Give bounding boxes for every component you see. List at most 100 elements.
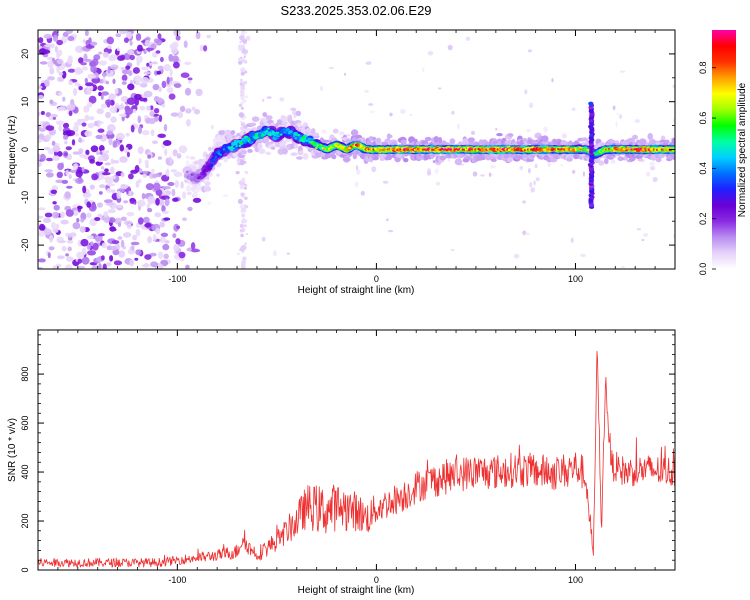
ridge-halo (331, 154, 337, 160)
ridge-mark (203, 168, 207, 172)
noise-blob (227, 30, 230, 33)
noise-blob (152, 234, 157, 242)
noise-blob (52, 201, 57, 205)
noise-blob (96, 202, 103, 208)
ridge-mark (240, 141, 243, 144)
noise-blob (55, 223, 60, 230)
ridge-feature (589, 152, 594, 156)
noise-blob (119, 113, 127, 118)
ridge-feature (589, 143, 594, 147)
ridge-halo (454, 158, 463, 166)
noise-blob (173, 243, 180, 252)
noise-blob (86, 201, 91, 208)
noise-blob (76, 265, 86, 269)
noise-blob (52, 211, 59, 219)
noise-blob (172, 197, 179, 202)
ridge-mark (307, 139, 310, 142)
noise-blob (129, 40, 133, 46)
noise-blob (78, 137, 82, 143)
noise-blob (244, 242, 248, 246)
noise-blob (245, 35, 251, 41)
noise-blob (55, 263, 62, 268)
noise-blob (38, 37, 44, 44)
noise-blob (62, 96, 66, 102)
ridge-halo (433, 136, 439, 143)
snr-plot-area (38, 330, 675, 570)
ridge-halo (247, 148, 253, 153)
ridge-mark (292, 135, 296, 138)
noise-blob (528, 168, 531, 174)
noise-blob (117, 55, 125, 61)
noise-blob (130, 241, 140, 246)
noise-blob (450, 248, 455, 251)
colorbar-tick-label: 0.0 (698, 263, 708, 276)
noise-blob (98, 263, 102, 269)
ridge-halo (581, 137, 588, 141)
figure-title: S233.2025.353.02.06.E29 (280, 3, 431, 18)
noise-blob (116, 47, 120, 51)
noise-blob (165, 168, 170, 177)
ridge-halo (286, 123, 292, 127)
ridge-mark (280, 133, 283, 136)
noise-blob (50, 189, 58, 194)
noise-blob (422, 67, 425, 73)
noise-blob (155, 227, 161, 235)
y-tick-label: 200 (20, 514, 30, 529)
ridge-feature (589, 167, 594, 171)
noise-blob (106, 188, 112, 193)
noise-blob (163, 64, 171, 72)
noise-blob (82, 192, 92, 198)
noise-blob (52, 155, 60, 161)
noise-blob (75, 169, 83, 178)
ridge-halo (208, 146, 212, 152)
ridge-halo (296, 110, 301, 117)
noise-blob (136, 55, 143, 64)
noise-blob (172, 55, 179, 64)
noise-blob (160, 232, 169, 237)
noise-blob (243, 80, 248, 85)
noise-blob (100, 93, 104, 100)
ridge-halo (655, 157, 662, 163)
ridge-feature (589, 150, 594, 154)
noise-blob (81, 256, 90, 265)
noise-blob (175, 238, 181, 245)
noise-blob (111, 189, 116, 194)
ridge-mark (259, 132, 262, 135)
noise-blob (371, 166, 377, 173)
ridge-feature (589, 162, 594, 166)
noise-blob (244, 183, 248, 187)
noise-blob (242, 99, 247, 104)
noise-blob (126, 223, 132, 230)
noise-blob (77, 258, 83, 264)
noise-blob (110, 245, 118, 251)
ridge-feature (589, 148, 594, 151)
ridge-mark (214, 155, 218, 158)
noise-blob (109, 255, 114, 262)
ridge-mark (299, 139, 302, 142)
snr-x-label: Height of straight line (km) (298, 585, 415, 596)
noise-blob (172, 233, 177, 239)
ridge-halo (192, 192, 199, 196)
noise-blob (84, 77, 89, 84)
ridge-halo (265, 115, 273, 120)
noise-blob (91, 265, 100, 269)
noise-blob (143, 71, 152, 75)
noise-blob (151, 168, 155, 173)
noise-blob (63, 152, 68, 157)
ridge-halo (598, 160, 605, 166)
noise-blob (143, 50, 147, 54)
snr-series-line (38, 350, 675, 568)
noise-blob (44, 44, 53, 48)
noise-blob (143, 216, 150, 224)
ridge-halo (617, 156, 624, 162)
ridge-halo (507, 133, 514, 137)
noise-blob (154, 212, 162, 218)
noise-blob (65, 232, 70, 237)
noise-blob (127, 49, 135, 55)
noise-blob (51, 222, 56, 230)
noise-blob (119, 144, 125, 152)
noise-blob (148, 200, 153, 205)
noise-blob (646, 171, 651, 177)
ridge-mark (249, 141, 253, 144)
ridge-feature (589, 160, 594, 163)
